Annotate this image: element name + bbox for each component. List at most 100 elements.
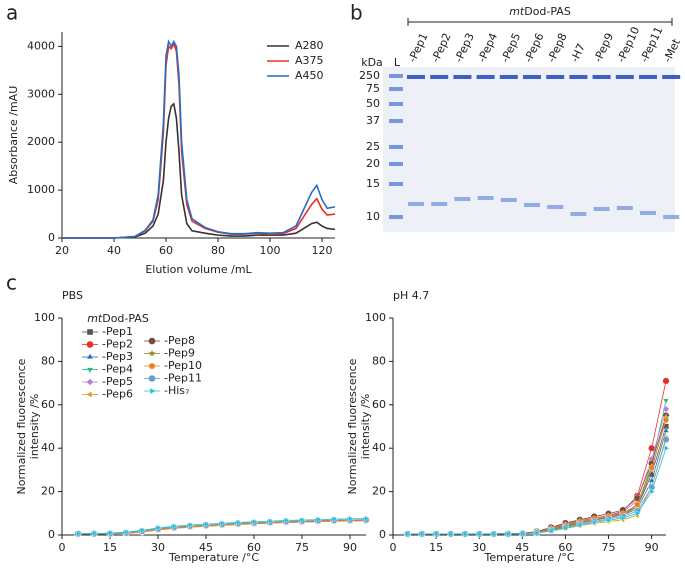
x-tick-label: 20 [55, 244, 69, 257]
data-point [592, 519, 598, 526]
series-line [62, 42, 336, 239]
marker-label: 15 [366, 177, 380, 190]
lane-label: -Pep5 [498, 31, 523, 65]
x-tick-label: 15 [103, 541, 117, 554]
marker-label: 75 [366, 82, 380, 95]
legend-marker [148, 375, 156, 382]
series-line [407, 426, 667, 535]
data-point [662, 427, 670, 433]
series-line [62, 102, 336, 239]
y-tick-label: 60 [41, 398, 55, 411]
series-line [62, 39, 336, 239]
data-point [188, 521, 194, 529]
data-point [649, 488, 656, 495]
data-point [364, 515, 370, 522]
lane-label: -H7 [568, 42, 588, 65]
gel-band [639, 75, 657, 79]
x-tick-label: 30 [151, 541, 165, 554]
y-tick-label: 60 [372, 398, 386, 411]
data-point [662, 377, 670, 385]
data-point [477, 530, 483, 538]
data-point [268, 517, 274, 525]
lane-label: -Pep2 [429, 31, 454, 65]
ladder-band [389, 74, 403, 78]
legend-label: -Pep11 [164, 372, 202, 385]
y-tick-label: 0 [48, 528, 55, 541]
legend-marker [86, 391, 92, 398]
chart-title: pH 4.7 [393, 289, 429, 302]
data-point [332, 515, 338, 523]
x-tick-label: 120 [312, 244, 333, 257]
legend-label: -Pep8 [164, 334, 195, 347]
series-line [407, 437, 667, 535]
lane-label: -Pep8 [545, 31, 570, 65]
gel-band [546, 75, 565, 79]
data-point [284, 517, 290, 524]
data-point [662, 436, 670, 444]
x-tick-label: 30 [472, 541, 486, 554]
marker-label: 25 [366, 140, 380, 153]
unit-label: kDa [361, 56, 383, 69]
data-point [204, 520, 210, 528]
y-tick-label: 100 [365, 311, 386, 324]
x-tick-label: 100 [260, 244, 281, 257]
legend-label: A280 [295, 39, 324, 52]
legend-marker [87, 329, 93, 335]
ladder-band [389, 87, 403, 91]
y-tick-label: 80 [372, 354, 386, 367]
legend-title-italic: mt [87, 312, 103, 325]
data-point [92, 530, 98, 537]
legend-marker [86, 341, 94, 348]
legend-label: -Pep9 [164, 347, 195, 360]
legend-label: A375 [295, 54, 324, 67]
legend-label: -Pep5 [102, 375, 133, 388]
legend-marker [148, 349, 156, 357]
ladder-band [389, 215, 403, 219]
x-axis-label: Elution volume /mL [145, 263, 252, 276]
gel-band [547, 205, 564, 209]
gel-band [640, 211, 656, 215]
marker-label: 250 [359, 69, 380, 82]
data-point [606, 517, 613, 524]
y-tick-label: 40 [41, 441, 55, 454]
gel-band [663, 215, 680, 219]
legend-marker [87, 353, 93, 359]
marker-label: 37 [366, 114, 380, 127]
data-point [252, 518, 258, 525]
legend-marker [150, 388, 156, 394]
gel-band [570, 212, 587, 216]
legend-label: A450 [295, 69, 324, 82]
data-point [419, 530, 426, 538]
data-point [448, 530, 455, 538]
lane-label: -Pep3 [452, 31, 477, 65]
x-tick-label: 60 [159, 244, 173, 257]
data-point [124, 528, 130, 536]
gel-band [476, 75, 495, 79]
lane-label: -Pep1 [406, 31, 431, 65]
panel-label: c [6, 271, 17, 295]
y-tick-label: 0 [379, 528, 386, 541]
legend-label: -Pep1 [102, 325, 133, 338]
legend-title-text: Dod-PAS [102, 312, 149, 325]
ladder-band [389, 162, 403, 166]
data-point [520, 530, 526, 537]
legend-marker [86, 378, 94, 386]
x-tick-label: 60 [558, 541, 572, 554]
gel-band [593, 207, 610, 211]
x-tick-label: 15 [429, 541, 443, 554]
ladder-label: L [394, 56, 401, 69]
y-axis-label: Absorbance /mAU [7, 86, 20, 185]
marker-label: 20 [366, 157, 380, 170]
x-tick-label: 0 [59, 541, 66, 554]
legend-marker [148, 362, 156, 369]
data-point [76, 530, 82, 537]
data-point [534, 529, 541, 537]
x-tick-label: 90 [343, 541, 357, 554]
y-axis-label: Normalized fluorescence [346, 358, 359, 494]
gel-band [407, 75, 425, 79]
y-axis-label: intensity /% [359, 394, 372, 459]
x-tick-label: 40 [107, 244, 121, 257]
ladder-band [389, 182, 403, 186]
x-tick-label: 0 [390, 541, 397, 554]
